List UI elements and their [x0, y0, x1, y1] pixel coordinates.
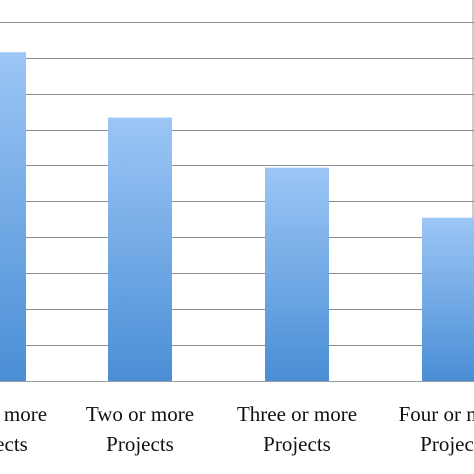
bar-1 — [108, 117, 172, 382]
bar-2 — [265, 167, 329, 381]
gridlines — [0, 22, 474, 346]
x-tick-label-2: Three or more Projects — [237, 402, 357, 456]
x-tick-label-1: Two or more Projects — [86, 402, 194, 456]
bars — [0, 52, 474, 382]
plot-frame — [0, 0, 474, 382]
bar-0 — [0, 52, 26, 381]
bar-3 — [422, 217, 474, 381]
